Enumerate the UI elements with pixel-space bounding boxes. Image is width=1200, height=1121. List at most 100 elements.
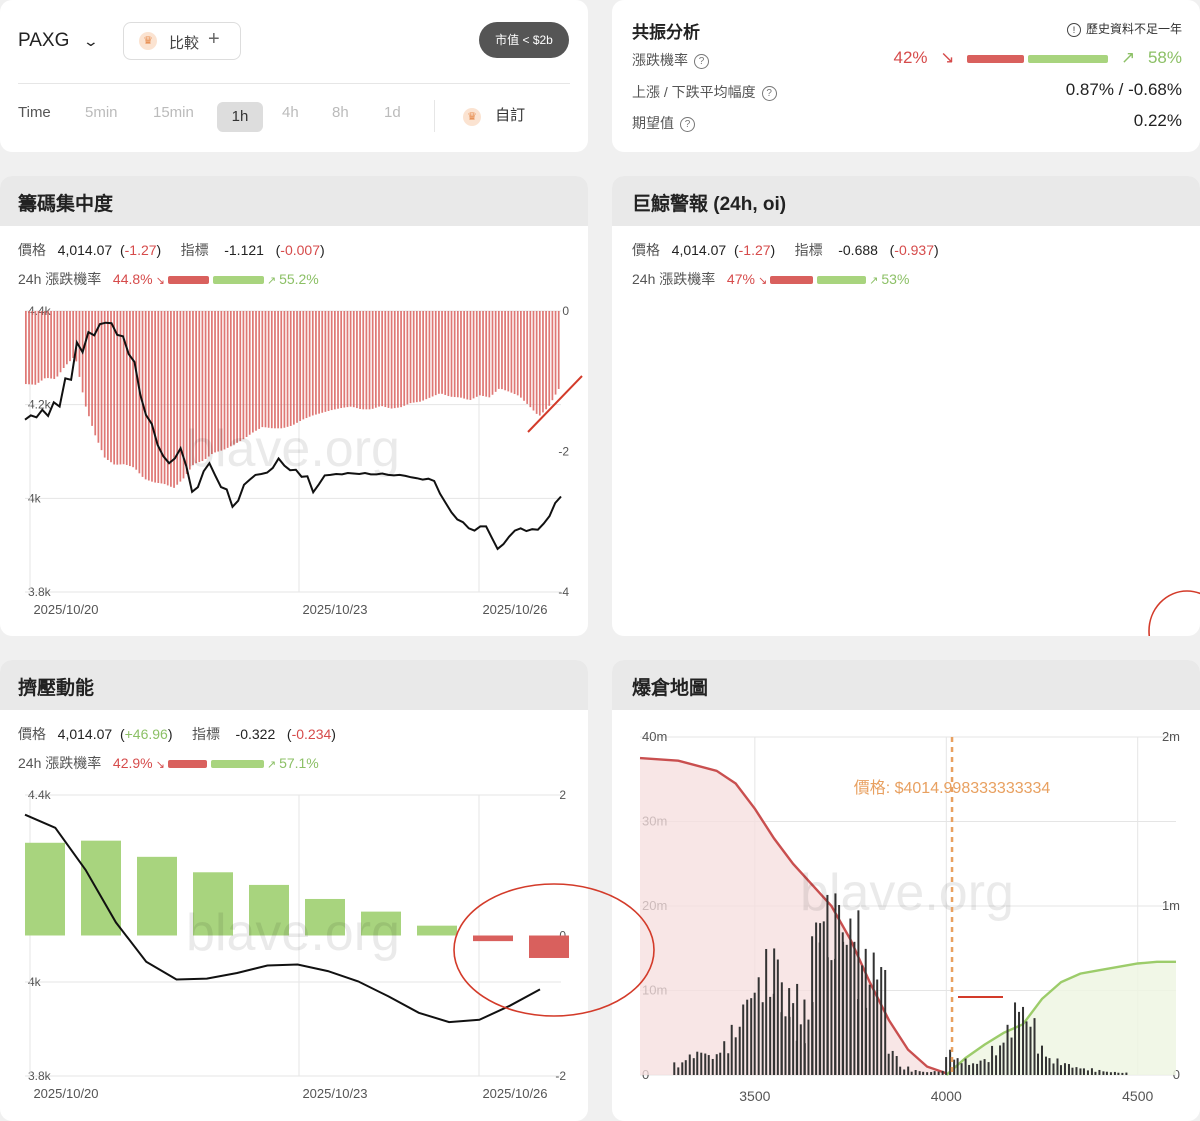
indicator-bar (293, 311, 295, 425)
indicator-bar (103, 311, 106, 458)
index-change: -0.234 (291, 726, 332, 742)
liq-bar (999, 1045, 1002, 1075)
prob-label: 24h 漲跌機率 (18, 271, 102, 287)
liq-bar (1037, 1053, 1039, 1075)
indicator-bar (72, 311, 75, 358)
liq-bar (1033, 1018, 1036, 1075)
custom-label: 自訂 (495, 107, 526, 124)
symbol-selector[interactable]: PAXG ⌄ (18, 30, 99, 52)
tab-15min[interactable]: 15min (153, 104, 194, 121)
indicator-bar (100, 311, 103, 451)
whale-chart: 4.4k4.2k4k3.8k50-52025/10/202025/10/2320… (1148, 590, 1200, 636)
index-change: -0.007 (280, 242, 320, 258)
index-label: 指標 (794, 242, 823, 258)
avg-label: 上漲 / 下跌平均幅度 (632, 84, 756, 100)
indicator-bar (245, 311, 248, 437)
liq-bar (983, 1059, 986, 1075)
indicator-bar (513, 311, 516, 395)
liq-bar (884, 969, 887, 1075)
indicator-bar (296, 311, 298, 423)
price-annotation: 價格: $4014.998333333334 (854, 779, 1051, 797)
tab-1d[interactable]: 1d (384, 104, 401, 121)
indicator-bar (305, 311, 308, 419)
liq-bar (784, 1016, 787, 1075)
indicator-bar (352, 311, 355, 408)
compare-button[interactable]: ♛ 比較 + (123, 22, 241, 60)
liq-bar (692, 1058, 695, 1075)
liq-bar (907, 1066, 910, 1075)
whale-panel: 巨鯨警報 (24h, oi) 價格 4,014.07 (-1.27) 指標 -0… (612, 176, 1200, 636)
indicator-bar (132, 311, 134, 468)
indicator-bar (393, 311, 396, 409)
indicator-bar (523, 311, 525, 401)
indicator-bar (406, 311, 409, 405)
indicator-bar (91, 311, 93, 426)
liq-bar (979, 1060, 982, 1075)
indicator-bar (482, 311, 484, 396)
top-left-card: PAXG ⌄ ♛ 比較 + 市值 < $2b Time 5min 15min 1… (0, 0, 588, 152)
liq-bar (673, 1062, 676, 1075)
liq-bar (811, 936, 814, 1075)
liq-bar (937, 1071, 940, 1075)
indicator-bar (374, 311, 377, 408)
x-tick-label: 3500 (739, 1088, 770, 1104)
indicator-bar (280, 311, 283, 429)
indicator-bar (193, 872, 233, 936)
indicator-bar (255, 311, 257, 431)
price-change: -1.27 (738, 242, 771, 258)
exp-row: 期望值? (632, 113, 695, 133)
indicator-bar (242, 311, 245, 440)
indicator-bar (337, 311, 339, 409)
indicator-bar (456, 311, 459, 398)
y-right-tick-label: 2m (1162, 729, 1180, 744)
y-right-tick-label: 2 (559, 788, 566, 802)
time-label: Time (18, 104, 51, 121)
compare-label: 比較 (169, 35, 200, 52)
prob-label: 24h 漲跌機率 (18, 755, 102, 771)
liq-bar (757, 977, 760, 1075)
indicator-bar (106, 311, 109, 460)
indicator-bar (40, 311, 43, 381)
indicator-bar (535, 311, 538, 414)
tab-5min[interactable]: 5min (85, 104, 118, 121)
indicator-bar (368, 311, 371, 410)
history-notice: ! 歷史資料不足一年 (1066, 20, 1182, 37)
price-label: 價格 (18, 726, 46, 742)
liq-bar (684, 1060, 687, 1075)
tab-8h[interactable]: 8h (332, 104, 349, 121)
x-tick-label: 2025/10/26 (482, 602, 547, 617)
indicator-bar (520, 311, 522, 398)
help-icon[interactable]: ? (761, 85, 777, 101)
short-liq-line (639, 756, 947, 1075)
panel-title: 擠壓動能 (18, 678, 95, 699)
help-icon[interactable]: ? (680, 116, 695, 132)
liq-bar (910, 1071, 913, 1075)
indicator-bar (390, 311, 393, 409)
liq-bar (891, 1050, 894, 1075)
custom-button[interactable]: ♛ 自訂 (463, 104, 525, 126)
liq-bar (772, 993, 775, 1075)
y-right-tick-label: 0 (562, 304, 569, 318)
indicator-bar (69, 311, 71, 362)
liq-chart: 40m30m20m10m02m1m0350040004500blave.org價… (639, 729, 1180, 1104)
indicator-bar (198, 311, 201, 463)
indicator-bar (507, 311, 510, 392)
help-icon[interactable]: ? (694, 53, 709, 69)
indicator-bar (97, 311, 100, 443)
prob-values: 42% ↘ ↗ 58% (894, 48, 1183, 68)
down-bar (770, 276, 814, 285)
indicator-bar (182, 311, 185, 479)
indicator-bar (56, 311, 59, 377)
indicator-bar (469, 311, 472, 400)
liq-bar (700, 1052, 703, 1075)
indicator-bar (444, 311, 447, 395)
market-cap-button[interactable]: 市值 < $2b (479, 22, 569, 58)
indicator-bar (75, 311, 78, 362)
tab-1h[interactable]: 1h (217, 102, 263, 132)
indicator-bar (239, 311, 242, 442)
indicator-bar (62, 311, 65, 369)
indicator-bar (78, 311, 81, 377)
indicator-bar (252, 311, 254, 433)
indicator-bar (201, 311, 204, 462)
tab-4h[interactable]: 4h (282, 104, 299, 121)
